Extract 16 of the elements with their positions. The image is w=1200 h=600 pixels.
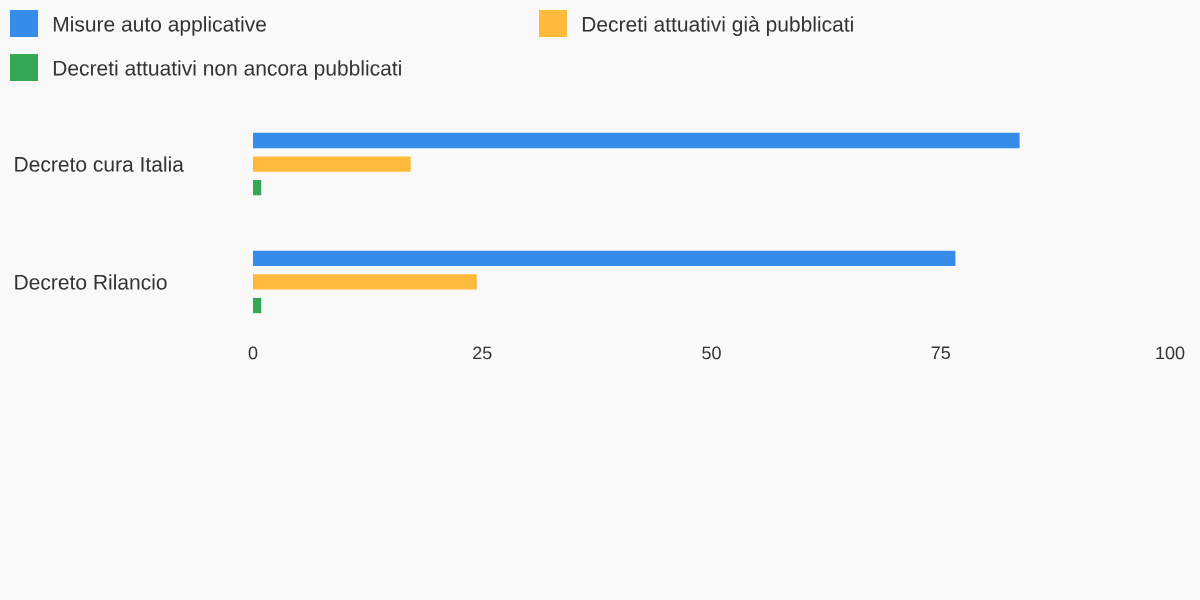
bar <box>253 156 411 172</box>
x-tick-label: 0 <box>248 346 258 360</box>
legend-label: Misure auto applicative <box>53 16 266 36</box>
x-tick-label: 100 <box>1156 346 1185 360</box>
x-tick-label: 50 <box>702 346 721 360</box>
x-tick-label: 75 <box>931 346 951 360</box>
bar <box>253 274 477 290</box>
y-tick-label: Decreto Rilancio <box>15 274 167 290</box>
bar <box>253 297 262 314</box>
legend-label: Decreti attuativi già pubblicati <box>582 16 853 36</box>
bar <box>253 250 956 267</box>
bar <box>253 179 262 196</box>
legend-label: Decreti attuativi non ancora pubblicati <box>53 60 401 80</box>
bar <box>253 132 1020 149</box>
y-tick-label: Decreto cura Italia <box>15 156 184 172</box>
x-tick-label: 25 <box>473 346 492 360</box>
